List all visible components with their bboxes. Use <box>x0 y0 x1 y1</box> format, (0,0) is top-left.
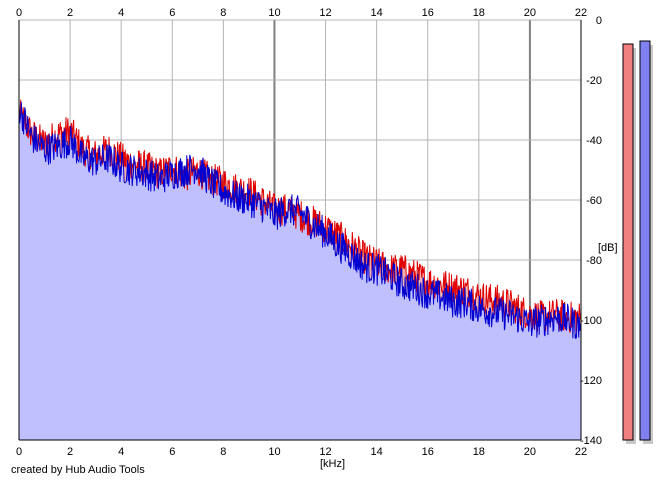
series-group <box>18 99 582 339</box>
y-tick-label: -140 <box>580 435 602 447</box>
x-tick-label-top: 8 <box>220 7 226 19</box>
y-tick-labels: 0 -20 -40 -60 -80 -100 -120 -140 <box>580 15 602 447</box>
x-axis-label: [kHz] <box>320 458 345 470</box>
credit-text: created by Hub Audio Tools <box>11 464 145 476</box>
x-tick-label-bottom: 14 <box>371 446 383 458</box>
y-tick-label: -20 <box>586 75 602 87</box>
level-meters <box>622 40 653 444</box>
x-tick-label-top: 12 <box>319 7 331 19</box>
x-tick-labels: 0 2 4 6 8 10 12 14 16 18 20 22 <box>16 7 587 19</box>
x-tick-label-top: 2 <box>67 7 73 19</box>
level-meter-right <box>639 40 651 441</box>
x-tick-label-bottom: 18 <box>473 446 485 458</box>
y-tick-label: -40 <box>586 135 602 147</box>
x-tick-label-bottom: 16 <box>422 446 434 458</box>
x-tick-labels-bottom: 0 2 4 6 8 10 12 14 16 18 20 22 <box>16 446 587 458</box>
x-tick-label-bottom: 0 <box>16 446 22 458</box>
y-tick-label: -120 <box>580 375 602 387</box>
x-tick-label-top: 16 <box>422 7 434 19</box>
x-tick-label-bottom: 8 <box>220 446 226 458</box>
x-tick-label-top: 6 <box>169 7 175 19</box>
x-tick-label-bottom: 6 <box>169 446 175 458</box>
y-tick-label: -80 <box>586 255 602 267</box>
y-axis-label: [dB] <box>598 242 618 254</box>
y-tick-label: -60 <box>586 195 602 207</box>
x-tick-label-top: 22 <box>575 7 587 19</box>
x-tick-label-top: 20 <box>524 7 536 19</box>
x-tick-label-top: 10 <box>268 7 280 19</box>
x-tick-label-top: 18 <box>473 7 485 19</box>
x-tick-label-bottom: 2 <box>67 446 73 458</box>
x-tick-label-bottom: 12 <box>319 446 331 458</box>
x-tick-label-top: 4 <box>118 7 124 19</box>
spectrum-fill <box>19 99 581 441</box>
x-tick-label-bottom: 22 <box>575 446 587 458</box>
right-channel-fill <box>19 101 581 441</box>
level-meter-left <box>622 43 634 441</box>
axes <box>18 20 582 441</box>
y-tick-label: 0 <box>596 15 602 27</box>
y-tick-label: -100 <box>580 315 602 327</box>
series-right-channel <box>18 101 582 339</box>
x-tick-label-bottom: 4 <box>118 446 124 458</box>
x-tick-label-top: 0 <box>16 7 22 19</box>
x-tick-label-bottom: 10 <box>268 446 280 458</box>
x-tick-label-bottom: 20 <box>524 446 536 458</box>
x-tick-label-top: 14 <box>371 7 383 19</box>
